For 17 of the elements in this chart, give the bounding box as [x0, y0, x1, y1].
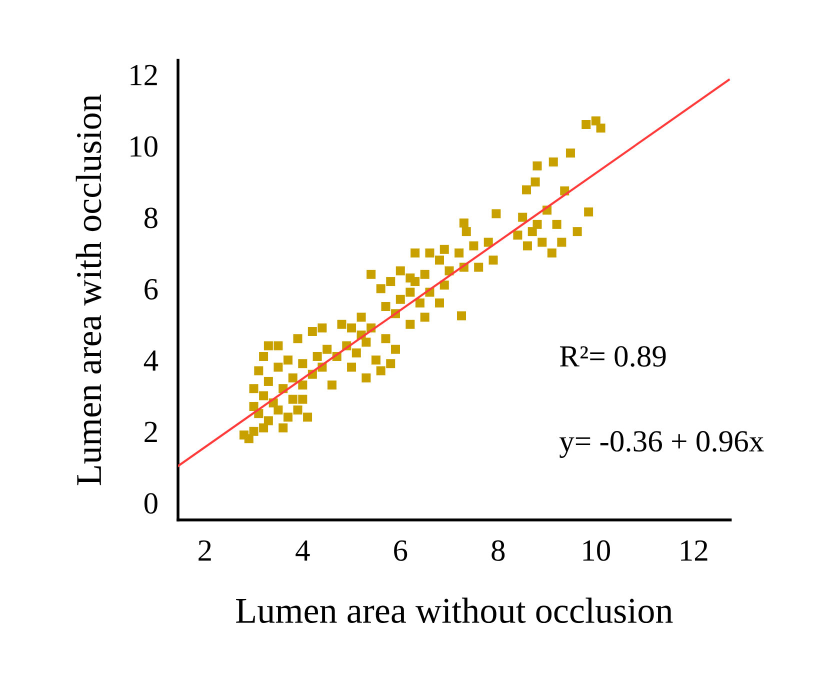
annotation: y= -0.36 + 0.96x — [559, 431, 764, 458]
x-tick-label: 10 — [583, 540, 610, 561]
x-axis-title: Lumen area without occlusion — [236, 598, 673, 624]
y-tick-label: 6 — [144, 279, 158, 300]
annotation: R²= 0.89 — [560, 346, 666, 367]
x-tick-label: 8 — [492, 540, 505, 561]
y-tick-label: 4 — [144, 350, 158, 371]
x-tick-label: 4 — [296, 540, 310, 561]
y-tick-label: 2 — [144, 422, 157, 442]
x-tick-label: 12 — [681, 540, 708, 561]
y-tick-label: 10 — [130, 136, 158, 157]
y-axis-title: Lumen area with occlusion — [76, 94, 102, 486]
x-tick-label: 2 — [198, 540, 211, 561]
y-tick-label: 12 — [130, 64, 157, 86]
y-tick-label: 0 — [144, 493, 158, 514]
y-tick-label: 8 — [144, 208, 158, 228]
x-tick-label: 6 — [394, 540, 408, 561]
